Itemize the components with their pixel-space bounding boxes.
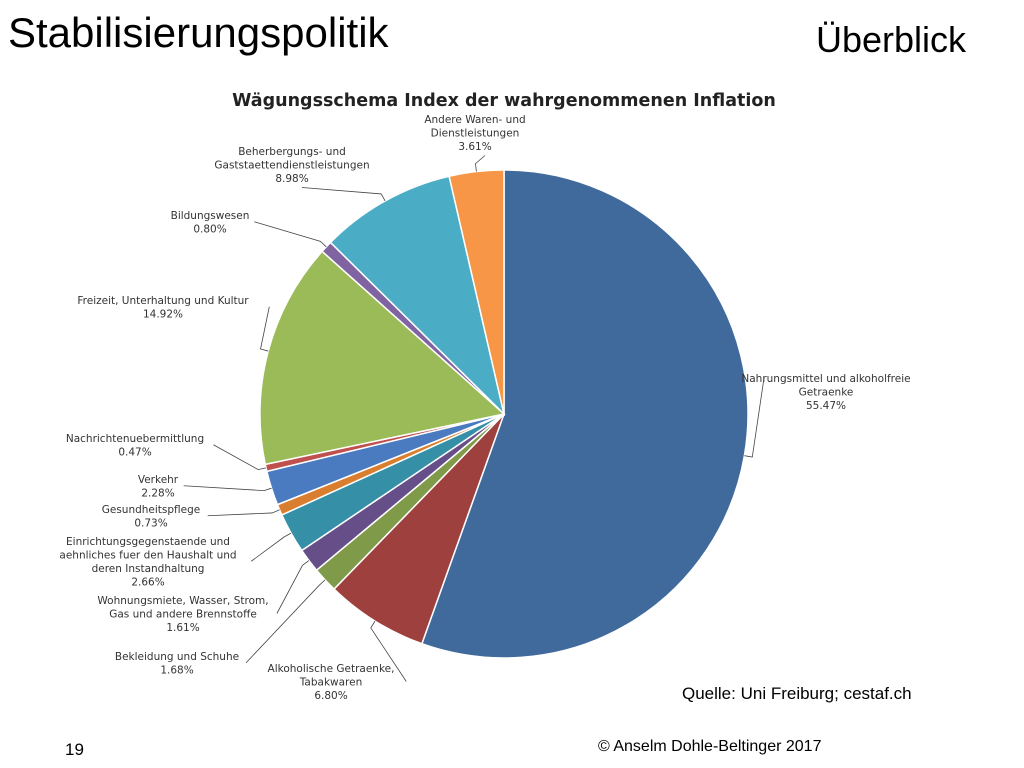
leader-line — [475, 155, 486, 172]
leader-line — [207, 509, 280, 517]
pie-slice — [420, 169, 749, 659]
slice-label: Freizeit, Unterhaltung und Kultur 14.92% — [77, 295, 249, 321]
copyright-note: © Anselm Dohle-Beltinger 2017 — [598, 738, 822, 755]
slice-label: Nahrungsmittel und alkoholfreie Getraenke… — [741, 373, 910, 412]
pie-slice — [332, 413, 505, 645]
leader-line — [744, 377, 765, 458]
page-number: 19 — [65, 740, 84, 759]
leader-lines — [183, 155, 765, 682]
slice-label: Einrichtungsgegenstaende und aehnliches f… — [59, 536, 236, 589]
slice-label: Nachrichtenuebermittlung 0.47% — [66, 433, 204, 459]
slice-label: Alkoholische Getraenke, Tabakwaren 6.80% — [268, 663, 395, 702]
pie-slice — [329, 175, 506, 417]
chart-title: Wägungsschema Index der wahrgenommenen I… — [232, 91, 776, 111]
slide-title: Stabilisierungspolitik — [8, 9, 389, 56]
leader-line — [183, 485, 272, 492]
leader-line — [260, 306, 270, 352]
slice-label: Verkehr 2.28% — [138, 474, 179, 500]
leader-line — [250, 532, 292, 562]
slice-labels: Nahrungsmittel und alkoholfreie Getraenke… — [59, 114, 910, 702]
source-note: Quelle: Uni Freiburg; cestaf.ch — [682, 684, 912, 703]
leader-line — [213, 444, 267, 471]
slice-label: Andere Waren- und Dienstleistungen 3.61% — [424, 114, 525, 153]
pie-slices — [259, 169, 749, 659]
slice-label: Gesundheitspflege 0.73% — [102, 504, 201, 530]
slice-label: Wohnungsmiete, Wasser, Strom, Gas und and… — [97, 595, 268, 634]
slice-label: Bekleidung und Schuhe 1.68% — [115, 651, 239, 677]
leader-line — [254, 221, 327, 248]
leader-line — [276, 560, 310, 614]
pie-slice — [448, 169, 505, 415]
leader-line — [301, 187, 386, 202]
slide-subtitle: Überblick — [815, 19, 966, 60]
slice-label: Beherbergungs- und Gaststaettendienstleis… — [214, 146, 369, 185]
leader-line — [370, 620, 407, 682]
slice-label: Bildungswesen 0.80% — [171, 210, 250, 236]
leader-line — [245, 579, 326, 664]
